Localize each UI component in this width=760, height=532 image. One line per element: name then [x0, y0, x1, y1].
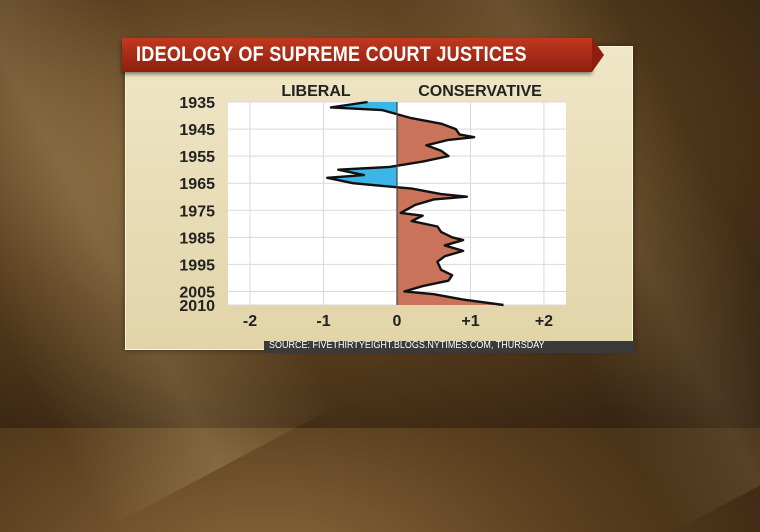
- y-tick-label: 1945: [179, 122, 215, 139]
- chart-labels: -2 -1 0 +1 +2 1935 1945 1955 1965 1975 1985 1995 200…: [179, 83, 553, 330]
- x-tick-label: -2: [243, 313, 257, 330]
- chart-areas: [325, 100, 504, 307]
- y-tick-label: 1995: [179, 257, 215, 274]
- x-tick-label: +1: [461, 313, 479, 330]
- y-tick-label: 2010: [179, 298, 215, 315]
- x-tick-label: -1: [316, 313, 330, 330]
- chart-title: IDEOLOGY OF SUPREME COURT JUSTICES: [136, 43, 527, 66]
- x-tick-label: 0: [393, 313, 402, 330]
- source-text: SOURCE: FIVETHIRTYEIGHT.BLOGS.NYTIMES.CO…: [269, 340, 545, 351]
- source-bar: SOURCE: FIVETHIRTYEIGHT.BLOGS.NYTIMES.CO…: [264, 340, 634, 353]
- x-tick-label: +2: [535, 313, 553, 330]
- y-tick-label: 1965: [179, 176, 215, 193]
- conservative-label: CONSERVATIVE: [418, 83, 542, 100]
- chart-svg: -2 -1 0 +1 +2 1935 1945 1955 1965 1975 1985 1995 200…: [179, 83, 566, 330]
- liberal-label: LIBERAL: [281, 83, 351, 100]
- y-tick-label: 1985: [179, 230, 215, 247]
- banner-tail: [592, 38, 604, 72]
- y-tick-label: 1975: [179, 203, 215, 220]
- y-tick-label: 1935: [179, 95, 215, 112]
- ideology-line: [325, 100, 504, 307]
- conservative-area: [397, 102, 504, 305]
- y-tick-label: 1955: [179, 149, 215, 166]
- title-banner: IDEOLOGY OF SUPREME COURT JUSTICES: [122, 38, 604, 72]
- y-tick-label: 2005: [179, 284, 215, 301]
